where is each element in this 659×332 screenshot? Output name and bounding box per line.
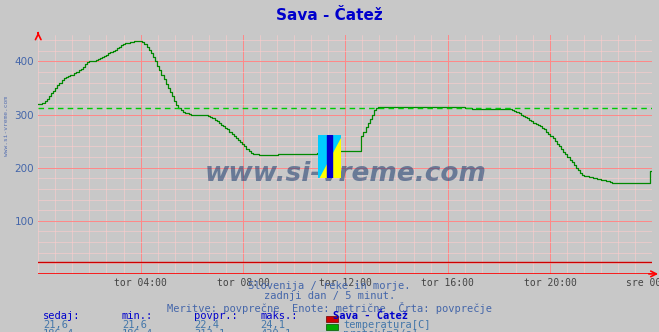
Text: min.:: min.: [122, 311, 153, 321]
Polygon shape [318, 135, 341, 178]
Polygon shape [327, 135, 332, 178]
Text: Sava - Čatež: Sava - Čatež [333, 311, 408, 321]
Text: sedaj:: sedaj: [43, 311, 80, 321]
Text: Slovenija / reke in morje.: Slovenija / reke in morje. [248, 281, 411, 290]
Text: 21,6: 21,6 [43, 320, 68, 330]
Text: 439,1: 439,1 [260, 329, 291, 332]
Text: www.si-vreme.com: www.si-vreme.com [4, 96, 9, 156]
Text: 21,6: 21,6 [122, 320, 147, 330]
Text: 24,1: 24,1 [260, 320, 285, 330]
Text: Meritve: povprečne  Enote: metrične  Črta: povprečje: Meritve: povprečne Enote: metrične Črta:… [167, 302, 492, 314]
Text: www.si-vreme.com: www.si-vreme.com [204, 160, 486, 187]
Text: 186,4: 186,4 [43, 329, 74, 332]
Text: temperatura[C]: temperatura[C] [343, 320, 431, 330]
Text: 22,4: 22,4 [194, 320, 219, 330]
Text: pretok[m3/s]: pretok[m3/s] [343, 329, 418, 332]
Text: maks.:: maks.: [260, 311, 298, 321]
Text: zadnji dan / 5 minut.: zadnji dan / 5 minut. [264, 291, 395, 301]
Text: 186,4: 186,4 [122, 329, 153, 332]
Text: povpr.:: povpr.: [194, 311, 238, 321]
Text: 313,1: 313,1 [194, 329, 225, 332]
Text: Sava - Čatež: Sava - Čatež [276, 8, 383, 23]
Polygon shape [318, 135, 341, 178]
